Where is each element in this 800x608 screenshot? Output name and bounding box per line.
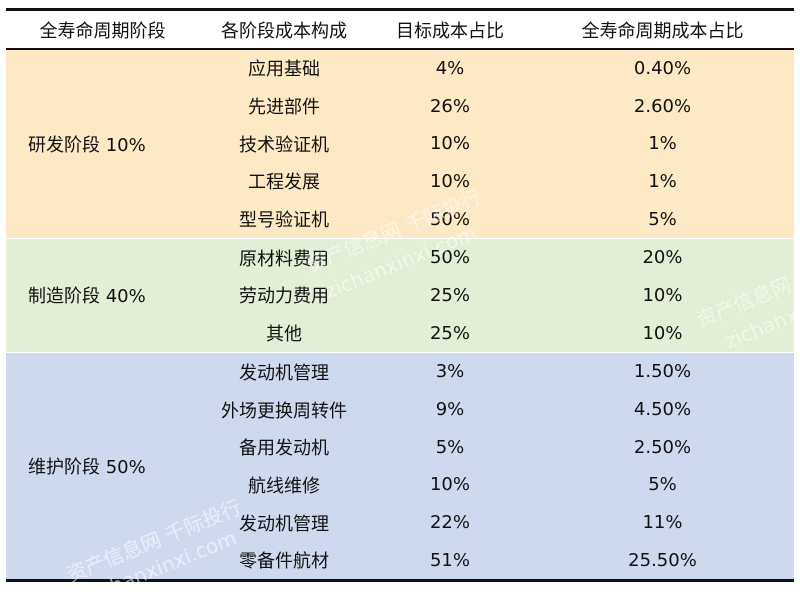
lifecycle-ratio-cell: 20% — [642, 247, 683, 269]
table-row: 型号验证机 50% 5% — [199, 200, 794, 238]
cost-item-cell: 先进部件 — [248, 97, 320, 119]
table-top-rule — [6, 8, 794, 11]
cost-item-cell: 航线维修 — [248, 475, 320, 497]
lifecycle-ratio-cell: 10% — [642, 284, 683, 306]
cost-item-cell: 备用发动机 — [239, 438, 329, 460]
lifecycle-ratio-cell: 1.50% — [633, 361, 692, 383]
table-row: 外场更换周转件 9% 4.50% — [199, 391, 794, 429]
lifecycle-ratio-cell: 2.50% — [633, 436, 692, 458]
target-ratio-cell: 10% — [429, 170, 470, 192]
cost-item-cell: 原材料费用 — [239, 248, 329, 270]
cost-item-cell: 技术验证机 — [239, 134, 329, 156]
phase-rows: 应用基础 4% 0.40% 先进部件 26% 2.60% 技术验证机 10% 1% 工程发展 10%… — [199, 50, 794, 238]
header-target-ratio: 目标成本占比 — [396, 20, 504, 42]
table-row: 备用发动机 5% 2.50% — [199, 428, 794, 466]
target-ratio-cell: 25% — [429, 284, 470, 306]
lifecycle-ratio-cell: 10% — [642, 322, 683, 344]
target-ratio-cell: 9% — [435, 399, 465, 421]
lifecycle-ratio-cell: 4.50% — [633, 399, 692, 421]
phase-group: 制造阶段 40% 原材料费用 50% 20% 劳动力费用 25% 10% 其他 25% 10% — [6, 237, 794, 352]
cost-item-cell: 型号验证机 — [239, 210, 329, 232]
phase-group: 研发阶段 10% 应用基础 4% 0.40% 先进部件 26% 2.60% 技术验证机 10% 1… — [6, 49, 794, 238]
header-composition: 各阶段成本构成 — [221, 20, 347, 42]
cost-table: 全寿命周期阶段 各阶段成本构成 目标成本占比 全寿命周期成本占比 研发阶段 10… — [6, 8, 794, 583]
table-row: 先进部件 26% 2.60% — [199, 87, 794, 125]
target-ratio-cell: 50% — [429, 247, 470, 269]
lifecycle-ratio-cell: 0.40% — [633, 57, 692, 79]
target-ratio-cell: 26% — [429, 95, 470, 117]
lifecycle-ratio-cell: 1% — [648, 170, 677, 192]
header-phase: 全寿命周期阶段 — [39, 20, 166, 42]
target-ratio-cell: 22% — [429, 512, 470, 534]
target-ratio-cell: 4% — [435, 57, 465, 79]
target-ratio-cell: 10% — [429, 133, 470, 155]
table-row: 工程发展 10% 1% — [199, 163, 794, 201]
phase-label: 维护阶段 50% — [28, 457, 146, 479]
cost-item-cell: 其他 — [266, 324, 302, 346]
lifecycle-ratio-cell: 1% — [648, 133, 677, 155]
target-ratio-cell: 5% — [435, 436, 465, 458]
lifecycle-ratio-cell: 5% — [648, 474, 677, 496]
phase-label: 制造阶段 40% — [28, 286, 146, 308]
table-header: 全寿命周期阶段 各阶段成本构成 目标成本占比 全寿命周期成本占比 — [6, 11, 794, 48]
lifecycle-ratio-cell: 5% — [648, 208, 677, 230]
cost-item-cell: 劳动力费用 — [239, 286, 329, 308]
phase-rows: 原材料费用 50% 20% 劳动力费用 25% 10% 其他 25% 10% — [199, 239, 794, 352]
target-ratio-cell: 51% — [429, 549, 470, 571]
table-row: 其他 25% 10% — [199, 314, 794, 352]
target-ratio-cell: 3% — [435, 361, 465, 383]
table-header-rule — [6, 48, 794, 50]
cost-item-cell: 零备件航材 — [239, 551, 329, 573]
lifecycle-ratio-cell: 11% — [642, 512, 683, 534]
table-row: 劳动力费用 25% 10% — [199, 277, 794, 315]
table-row: 发动机管理 22% 11% — [199, 504, 794, 542]
table-row: 航线维修 10% 5% — [199, 466, 794, 504]
header-lifecycle-ratio: 全寿命周期成本占比 — [581, 20, 744, 42]
phase-group: 维护阶段 50% 发动机管理 3% 1.50% 外场更换周转件 9% 4.50% 备用发动机 5… — [6, 352, 794, 580]
table-row: 零备件航材 51% 25.50% — [199, 541, 794, 579]
cost-item-cell: 工程发展 — [248, 172, 320, 194]
target-ratio-cell: 25% — [429, 322, 470, 344]
phase-rows: 发动机管理 3% 1.50% 外场更换周转件 9% 4.50% 备用发动机 5% 2.50% 航线… — [199, 353, 794, 579]
target-ratio-cell: 50% — [429, 208, 470, 230]
cost-item-cell: 发动机管理 — [239, 362, 329, 384]
cost-item-cell: 应用基础 — [248, 59, 320, 81]
target-ratio-cell: 10% — [429, 474, 470, 496]
table-row: 发动机管理 3% 1.50% — [199, 353, 794, 391]
table-bottom-rule — [6, 579, 794, 583]
table-row: 应用基础 4% 0.40% — [199, 50, 794, 88]
cost-item-cell: 发动机管理 — [239, 513, 329, 535]
cost-item-cell: 外场更换周转件 — [221, 400, 347, 422]
table-row: 原材料费用 50% 20% — [199, 239, 794, 277]
phase-label: 研发阶段 10% — [28, 134, 146, 156]
lifecycle-ratio-cell: 2.60% — [633, 95, 692, 117]
table-row: 技术验证机 10% 1% — [199, 125, 794, 163]
table-body: 研发阶段 10% 应用基础 4% 0.40% 先进部件 26% 2.60% 技术验证机 10% 1… — [6, 49, 794, 580]
lifecycle-ratio-cell: 25.50% — [628, 549, 697, 571]
